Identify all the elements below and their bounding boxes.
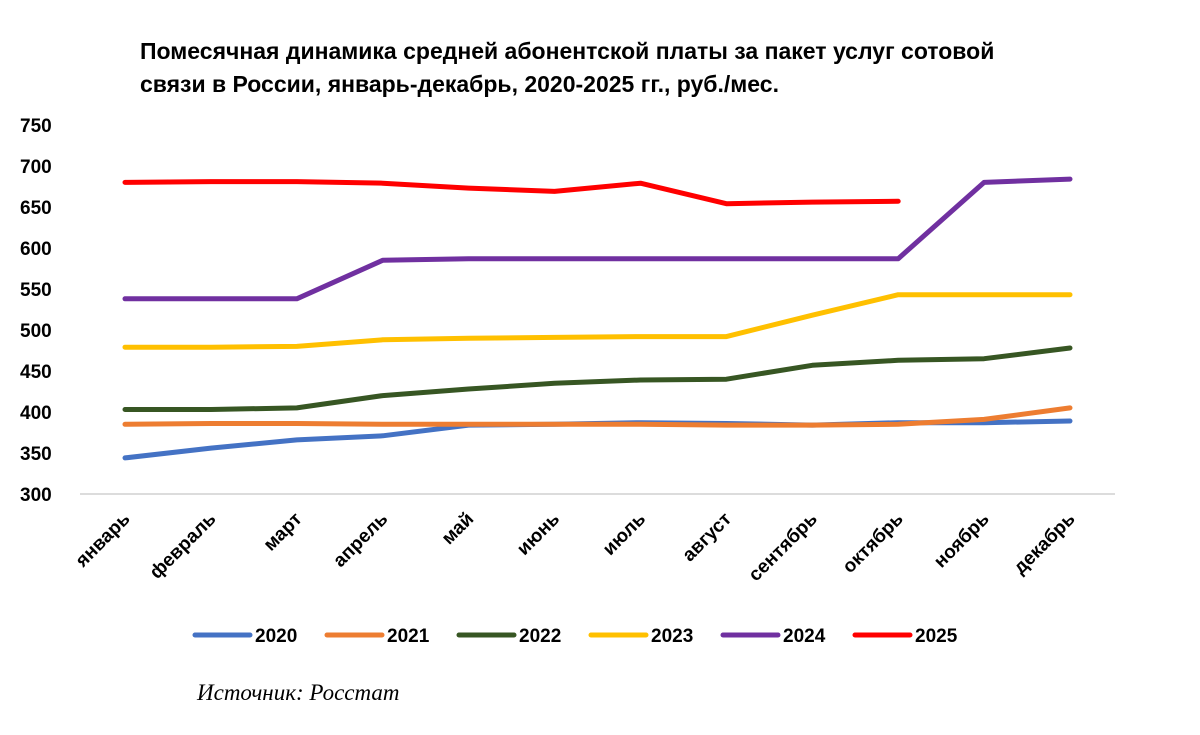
chart-title-line-1: Помесячная динамика средней абонентской …: [140, 38, 994, 64]
x-tick-label: сентябрь: [745, 509, 822, 586]
y-tick-label: 550: [20, 280, 52, 301]
series-line-2024: [122, 176, 1073, 302]
chart-title-line-2: связи в России, январь-декабрь, 2020-202…: [140, 71, 779, 97]
x-tick-label: апрель: [329, 509, 392, 572]
y-tick-label: 300: [20, 485, 52, 506]
y-tick-label: 750: [20, 116, 52, 137]
legend-label-2024: 2024: [783, 626, 826, 647]
y-tick-label: 650: [20, 198, 52, 219]
legend-label-2020: 2020: [255, 626, 297, 647]
legend-label-2021: 2021: [387, 626, 430, 647]
series-line-2022: [122, 345, 1073, 412]
series-lines: [122, 176, 1073, 461]
y-tick-label: 700: [20, 157, 52, 178]
x-tick-label: август: [679, 509, 736, 566]
x-tick-label: март: [260, 509, 307, 556]
x-axis: январь февраль март апрель май июнь июль август…: [71, 509, 1080, 586]
legend-label-2022: 2022: [519, 626, 561, 647]
series-line-2025: [122, 179, 901, 207]
x-tick-label: февраль: [146, 509, 221, 584]
x-tick-label: май: [438, 509, 478, 549]
x-tick-label: декабрь: [1010, 509, 1080, 579]
legend-label-2025: 2025: [915, 626, 958, 647]
legend-label-2023: 2023: [651, 626, 693, 647]
x-tick-label: июль: [599, 509, 650, 560]
x-tick-label: октябрь: [839, 509, 908, 578]
source-note: Источник: Росстат: [196, 680, 400, 705]
x-tick-label: ноябрь: [930, 509, 994, 573]
y-tick-label: 350: [20, 444, 52, 465]
y-tick-label: 400: [20, 403, 52, 424]
series-line-2021: [122, 405, 1073, 428]
y-tick-label: 450: [20, 362, 52, 383]
x-tick-label: январь: [71, 509, 135, 573]
legend: 2020 2021 2022 2023 2024 2025: [192, 626, 958, 647]
y-tick-label: 600: [20, 239, 52, 260]
y-tick-label: 500: [20, 321, 52, 342]
y-axis: 300 350 400 450 500 550 600 650 700 750: [20, 116, 52, 506]
series-line-2023: [122, 292, 1073, 350]
x-tick-label: июнь: [513, 509, 564, 560]
chart-title: Помесячная динамика средней абонентской …: [140, 38, 994, 97]
